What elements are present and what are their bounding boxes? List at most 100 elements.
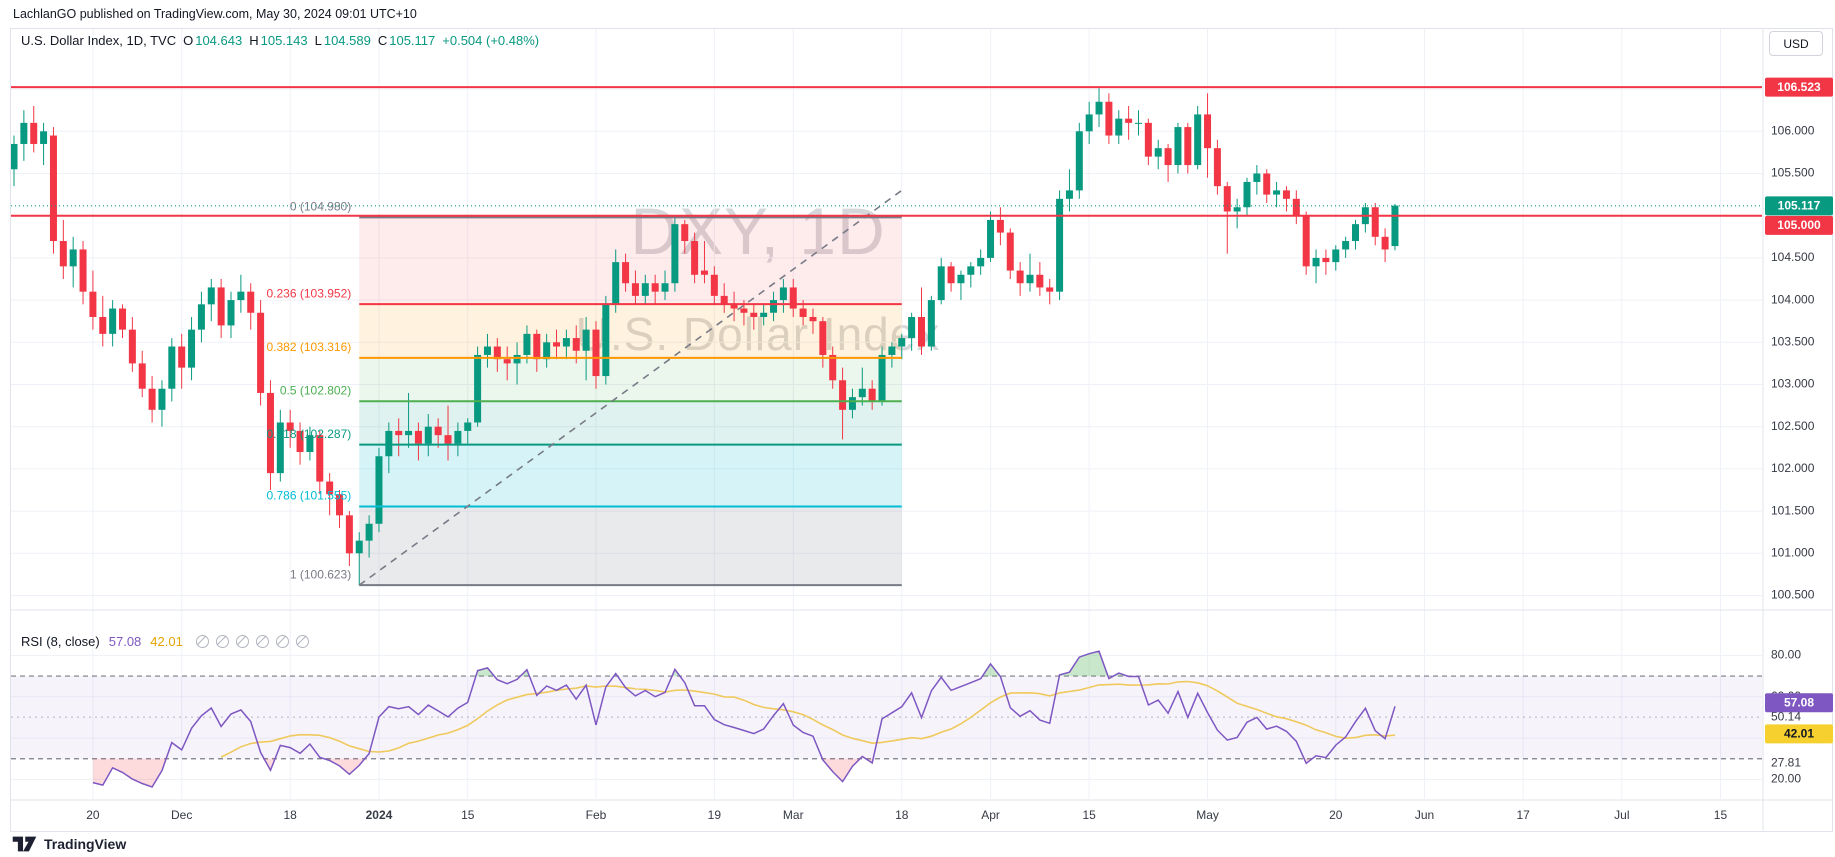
candle-body [405,430,413,436]
candle-body [1352,224,1360,242]
candle-body [1154,148,1162,157]
candle-body [316,435,324,482]
candle-body [148,388,156,410]
candle-body [30,122,38,144]
time-axis-label: 15 [461,808,475,822]
low-value: 104.589 [323,33,371,48]
price-badge: 105.000 [1765,215,1833,235]
candle-body [917,316,925,347]
fib-retracement-levels: 0 (104.980) 0.236 (103.952) 0.382 (103.316… [267,189,903,587]
candle-body [257,312,265,393]
time-axis-label: 20 [86,808,100,822]
tradingview-logo-icon [12,836,37,852]
high-value: 105.143 [260,33,308,48]
candle-body [227,300,235,326]
rsi-hidden-value-circle-icon[interactable] [235,635,249,648]
fib-zone-0.382 [359,357,902,402]
candle-body [937,266,945,301]
time-axis-label: 17 [1517,808,1531,822]
rsi-value: 57.08 [108,634,142,649]
price-tick-label: 100.500 [1771,588,1815,602]
candle-body [1371,207,1379,237]
price-axis: 106.000 105.500 104.500 104.000 103.500 103.0… [1765,77,1833,786]
candle-body [1125,118,1133,123]
candle-body [138,363,146,389]
close-value: 105.117 [389,33,436,48]
candle-body [355,540,363,554]
candle-body [266,392,274,474]
rsi-hidden-value-circle-icon[interactable] [295,635,309,648]
publish-attribution: LachlanGO published on TradingView.com, … [13,7,417,21]
candle-body [1144,122,1152,157]
candle-body [237,291,245,301]
time-axis-label: Mar [783,808,804,822]
candle-body [927,300,935,347]
fib-trend-line[interactable] [358,189,903,586]
fib-retracement-zones [359,217,902,586]
candle-body [700,270,708,275]
price-badge-label: 105.117 [1778,198,1821,212]
price-badge-label: 105.000 [1777,218,1821,232]
candle-body [464,422,472,431]
tradingview-footer[interactable]: TradingView [12,835,126,853]
rsi-hidden-value-circle-icon[interactable] [255,635,269,648]
candle-body [602,304,610,377]
price-badge: 57.08 [1765,693,1833,713]
rsi-hidden-value-circle-icon[interactable] [215,635,229,648]
main-chart-pane[interactable] [11,29,1762,610]
price-badge: 105.117 [1765,196,1833,216]
time-axis-label: Dec [171,808,192,822]
rsi-tick-label: 27.81 [1771,755,1801,769]
candle-body [1282,190,1290,199]
candle-body [1243,181,1251,208]
candle-body [474,354,482,423]
fib-level-label-0.786: 0.786 (101.555) [267,489,352,503]
low-label: L [314,33,322,48]
candle-body [1026,274,1034,284]
vertical-gridlines [92,29,1721,799]
price-axis-scale[interactable] [1764,29,1832,799]
rsi-title[interactable]: RSI (8, close) [21,634,100,649]
candle-body [720,295,728,305]
price-tick-label: 103.000 [1771,377,1815,391]
candle-body [760,312,768,317]
candle-body [207,287,215,305]
candle-body [553,342,561,347]
candle-body [1105,101,1113,136]
currency-axis-button[interactable]: USD [1769,31,1823,56]
fib-level-label-0.618: 0.618 (102.287) [267,427,352,441]
rsi-hidden-value-circle-icon[interactable] [275,635,289,648]
candle-body [89,291,97,317]
candle-body [1322,257,1330,263]
price-tick-label: 105.500 [1771,166,1815,180]
candle-body [40,131,48,144]
candle-body [128,329,136,364]
candle-body [612,262,620,305]
candle-body [947,266,955,284]
price-tick-label: 103.500 [1771,334,1815,348]
rsi-tick-label: 80.00 [1771,648,1801,662]
candle-body [217,287,225,326]
candle-body [483,346,491,355]
candle-body [424,426,432,444]
candle-body [197,304,205,330]
candle-body [414,430,422,444]
price-badge: 42.01 [1765,724,1833,744]
fib-level-label-1: 1 (100.623) [290,567,351,581]
candle-body [1273,190,1281,195]
candle-body [434,426,442,436]
candle-body [1056,198,1064,292]
candle-body [582,329,590,351]
candle-body [79,249,87,292]
rsi-hidden-value-circle-icon[interactable] [195,635,209,648]
price-tick-label: 106.000 [1771,123,1815,137]
candle-body [819,321,827,355]
rsi-tick-label: 50.14 [1771,709,1801,723]
candle-body [809,316,817,322]
candle-body [908,316,916,339]
rsi-indicator-legend: RSI (8, close) 57.08 42.01 [21,634,309,649]
symbol-title[interactable]: U.S. Dollar Index, 1D, TVC [21,33,177,48]
candle-body [1046,287,1054,292]
fib-level-label-0.236: 0.236 (103.952) [267,286,352,300]
time-axis-scale[interactable] [11,801,1762,831]
